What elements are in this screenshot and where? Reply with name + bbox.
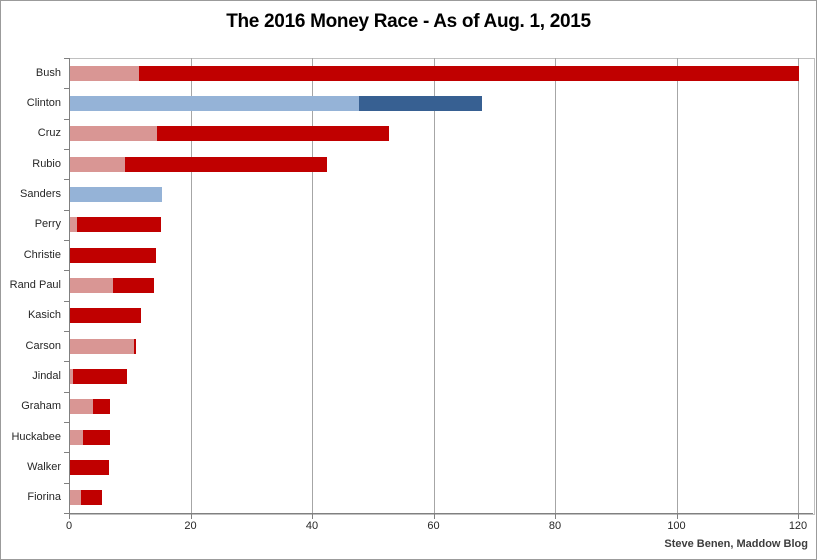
y-axis-tick — [64, 149, 69, 150]
y-axis-tick — [64, 361, 69, 363]
bar-light-segment — [70, 96, 359, 111]
bar-dark-segment — [76, 217, 162, 233]
bar-dark-segment — [124, 156, 327, 172]
bar-dark-segment — [82, 429, 111, 445]
bar-light-segment — [70, 126, 157, 142]
bar-light-segment — [70, 65, 140, 81]
bar-light-segment — [70, 369, 74, 384]
x-axis-label: 20 — [184, 520, 197, 532]
x-axis-label: 80 — [548, 520, 562, 532]
category-label: Clinton — [26, 97, 61, 109]
bar-dark-segment — [139, 65, 799, 81]
category-label: Cruz — [37, 127, 61, 140]
x-axis-tick — [312, 514, 313, 519]
bar-dark-segment — [70, 247, 156, 263]
bar-dark-segment — [93, 399, 111, 415]
bar-light-segment — [70, 429, 83, 445]
x-axis-tick — [555, 514, 556, 519]
x-axis-label: 0 — [65, 520, 73, 532]
bar-light-segment — [70, 156, 125, 172]
gridline — [555, 58, 556, 513]
source-credit: Steve Benen, Maddow Blog — [664, 538, 808, 550]
y-axis-tick — [64, 118, 69, 120]
y-axis-tick — [64, 240, 69, 241]
y-axis-tick — [64, 179, 69, 181]
bar-dark-segment — [73, 369, 128, 384]
y-axis-tick — [64, 300, 69, 302]
bar-light-segment — [70, 338, 134, 354]
category-label: Rand Paul — [9, 279, 61, 291]
bar-light-segment — [70, 278, 113, 293]
x-axis-tick — [190, 514, 192, 519]
bar-light-segment — [70, 187, 163, 202]
bar-dark-segment — [133, 338, 137, 354]
y-axis-tick — [64, 513, 69, 514]
bar-dark-segment — [80, 490, 102, 506]
x-axis-label: 100 — [667, 520, 686, 532]
category-label: Graham — [21, 400, 61, 413]
gridline — [433, 58, 435, 513]
category-label: Bush — [35, 66, 61, 79]
gridline — [190, 58, 192, 513]
category-label: Perry — [34, 218, 61, 231]
x-axis-line — [69, 513, 813, 514]
bar-dark-segment — [156, 126, 389, 142]
chart-title: The 2016 Money Race - As of Aug. 1, 2015 — [226, 11, 591, 32]
y-axis-tick — [64, 209, 69, 211]
y-axis-tick — [64, 58, 69, 59]
x-axis-tick — [798, 514, 799, 519]
y-axis-tick — [64, 391, 69, 393]
bar-dark-segment — [358, 96, 482, 111]
y-axis-tick — [64, 88, 69, 90]
category-label: Rubio — [32, 157, 61, 170]
x-axis-label: 120 — [788, 520, 808, 532]
category-label: Huckabee — [11, 430, 61, 443]
y-axis-tick — [64, 452, 69, 454]
bar-light-segment — [70, 490, 81, 506]
y-axis-tick — [64, 422, 69, 423]
category-label: Walker — [27, 461, 61, 473]
bar-light-segment — [70, 399, 94, 415]
y-axis-tick — [64, 270, 69, 272]
gridline — [676, 58, 678, 513]
category-label: Carson — [25, 339, 61, 352]
bar-dark-segment — [70, 308, 142, 324]
category-label: Sanders — [20, 188, 61, 200]
y-axis-line — [69, 58, 70, 513]
bar-light-segment — [70, 217, 77, 233]
gridline — [798, 58, 799, 513]
x-axis-label: 40 — [305, 520, 319, 532]
bar-dark-segment — [70, 460, 109, 475]
category-label: Christie — [23, 248, 61, 261]
category-label: Kasich — [27, 309, 61, 322]
y-axis-tick — [64, 331, 69, 332]
x-axis-tick — [69, 514, 70, 519]
category-label: Jindal — [32, 370, 61, 382]
x-axis-label: 60 — [427, 520, 440, 532]
y-axis-tick — [64, 482, 69, 484]
x-axis-tick — [433, 514, 435, 519]
x-axis-tick — [676, 514, 678, 519]
gridline — [312, 58, 313, 513]
category-label: Fiorina — [27, 491, 61, 504]
bar-dark-segment — [112, 278, 155, 293]
